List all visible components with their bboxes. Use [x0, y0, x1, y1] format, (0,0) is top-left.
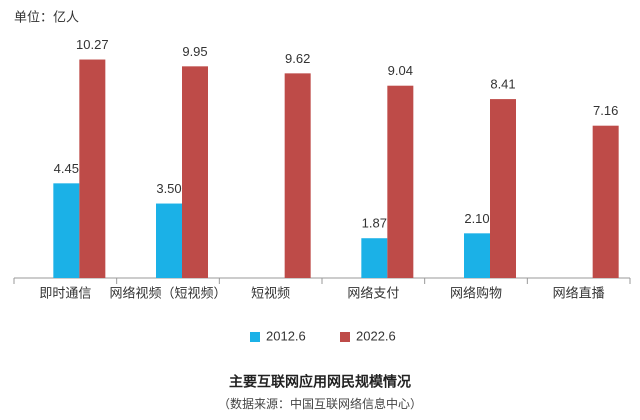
bar — [361, 238, 388, 278]
chart-subtitle: （数据来源：中国互联网络信息中心） — [218, 396, 422, 411]
legend-swatch — [250, 332, 260, 342]
value-label: 2.10 — [464, 211, 489, 226]
legend-swatch — [340, 332, 350, 342]
x-tick-label: 短视频 — [251, 285, 290, 300]
bar — [284, 73, 311, 279]
x-tick-label: 即时通信 — [39, 285, 91, 300]
legend-label: 2012.6 — [266, 328, 306, 343]
chart-title: 主要互联网应用网民规模情况 — [229, 374, 411, 390]
value-label: 4.45 — [54, 161, 79, 176]
x-tick-label: 网络支付 — [347, 285, 399, 300]
bar — [53, 183, 80, 278]
bar — [182, 66, 208, 278]
x-tick-label: 网络直播 — [553, 285, 605, 300]
value-label: 9.95 — [182, 44, 207, 59]
bar — [490, 99, 516, 278]
value-label: 8.41 — [490, 77, 515, 92]
bar — [387, 85, 414, 278]
value-label: 1.87 — [362, 216, 387, 231]
bar — [79, 59, 106, 279]
value-label: 7.16 — [593, 103, 618, 118]
bar — [592, 125, 619, 278]
legend-label: 2022.6 — [356, 328, 396, 343]
x-tick-label: 网络购物 — [450, 285, 502, 300]
x-tick-label: 网络视频（短视频） — [109, 285, 226, 300]
value-label: 9.62 — [285, 51, 310, 66]
unit-label: 单位：亿人 — [14, 9, 79, 24]
bar — [464, 233, 490, 278]
bar — [156, 203, 182, 278]
value-label: 3.50 — [156, 181, 181, 196]
value-label: 9.04 — [388, 63, 413, 78]
value-label: 10.27 — [76, 37, 109, 52]
